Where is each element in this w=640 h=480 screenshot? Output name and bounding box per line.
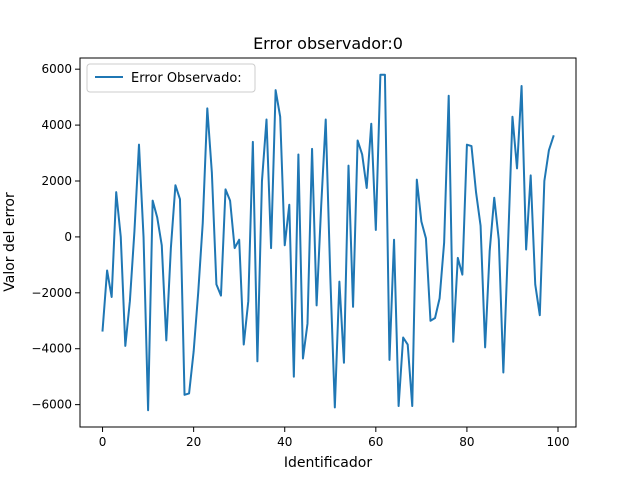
y-axis-label: Valor del error bbox=[2, 192, 18, 292]
series-line-0 bbox=[101, 73, 555, 412]
axes-frame bbox=[79, 57, 577, 428]
legend-series-label: Error Observado: bbox=[131, 71, 242, 86]
y-tick-label: −6000 bbox=[31, 398, 72, 412]
x-tick-label: 20 bbox=[186, 435, 201, 449]
y-tick-label: 2000 bbox=[41, 174, 72, 188]
y-tick-label: −4000 bbox=[31, 342, 72, 356]
x-tick-label: 100 bbox=[547, 435, 570, 449]
y-tick-label: 0 bbox=[64, 230, 72, 244]
x-tick-label: 40 bbox=[277, 435, 292, 449]
axes: 0 20 40 60 80 100 −6000 −4000 −2000 0 2000 4000 6000 bbox=[31, 57, 577, 449]
legend-box bbox=[86, 63, 256, 93]
x-tick-label: 0 bbox=[99, 435, 107, 449]
legend: Error Observado: bbox=[86, 63, 256, 93]
y-tick-label: 4000 bbox=[41, 118, 72, 132]
x-tick-label: 80 bbox=[459, 435, 474, 449]
x-axis-label: Identificador bbox=[284, 455, 372, 471]
plot-area bbox=[101, 73, 555, 412]
x-tick-label: 60 bbox=[368, 435, 383, 449]
y-tick-label: −2000 bbox=[31, 286, 72, 300]
chart-title: Error observador:0 bbox=[253, 34, 403, 53]
y-tick-label: 6000 bbox=[41, 62, 72, 76]
